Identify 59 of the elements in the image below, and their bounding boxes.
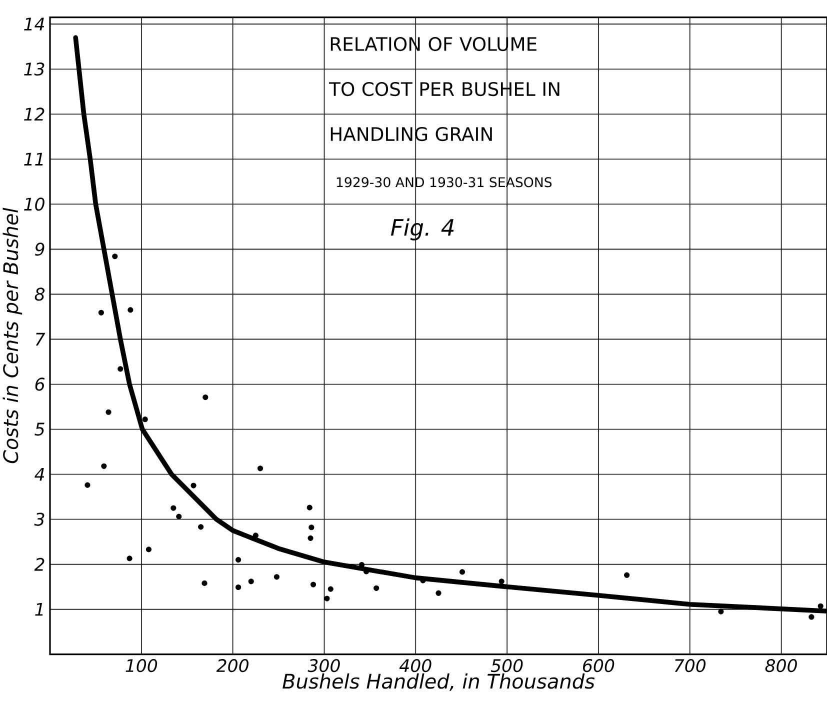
y-tick-label: 9 [35, 242, 44, 256]
point [112, 254, 118, 260]
point [202, 580, 208, 586]
point [310, 582, 316, 588]
point [718, 608, 724, 614]
y-tick-label: 6 [35, 378, 45, 391]
point [202, 394, 208, 400]
x-tick-label: 500 [490, 659, 523, 672]
point [84, 482, 90, 488]
point [306, 504, 312, 510]
point [101, 463, 107, 469]
x-tick-label: 300 [308, 659, 340, 672]
y-axis-title: Costs in Cents per Bushel [2, 208, 22, 464]
point [252, 532, 258, 538]
point [436, 590, 442, 596]
point [126, 556, 132, 562]
y-tick-label: 8 [34, 288, 45, 301]
point [308, 535, 314, 541]
point [198, 524, 204, 530]
point [170, 505, 176, 511]
y-tick-label: 7 [36, 332, 46, 346]
point [308, 524, 314, 530]
y-tick-label: 1 [35, 603, 43, 616]
y-tick-label: 5 [34, 422, 44, 436]
x-tick-label: 100 [126, 659, 158, 672]
point [190, 482, 196, 488]
point [324, 596, 330, 602]
x-axis-title: Bushels Handled, in Thousands [282, 673, 595, 691]
point [624, 572, 630, 578]
y-tick-label: 3 [34, 512, 44, 526]
x-tick-label: 800 [765, 659, 797, 672]
y-tick-label: 12 [24, 108, 44, 121]
x-tick-label: 400 [399, 659, 432, 672]
point [128, 307, 134, 313]
point [459, 569, 466, 575]
point [118, 366, 124, 372]
y-tick-label: 11 [24, 152, 43, 166]
point [257, 466, 264, 472]
point [146, 546, 152, 552]
y-tick-label: 2 [34, 558, 44, 571]
x-tick-label: 700 [674, 659, 706, 672]
y-tick-label: 13 [24, 62, 44, 76]
point [374, 585, 380, 591]
point [106, 409, 112, 415]
point [98, 310, 104, 316]
point [236, 584, 242, 590]
point [498, 578, 504, 584]
point [248, 578, 254, 584]
y-tick-label: 14 [24, 18, 44, 30]
x-tick-label: 200 [216, 659, 248, 672]
point [808, 614, 814, 620]
point [176, 514, 182, 520]
point [236, 556, 242, 563]
point [274, 574, 280, 580]
y-tick-label: 4 [34, 468, 44, 481]
point [328, 586, 334, 592]
x-tick-label: 600 [583, 659, 614, 672]
point [142, 416, 148, 422]
y-tick-label: 10 [24, 198, 44, 211]
